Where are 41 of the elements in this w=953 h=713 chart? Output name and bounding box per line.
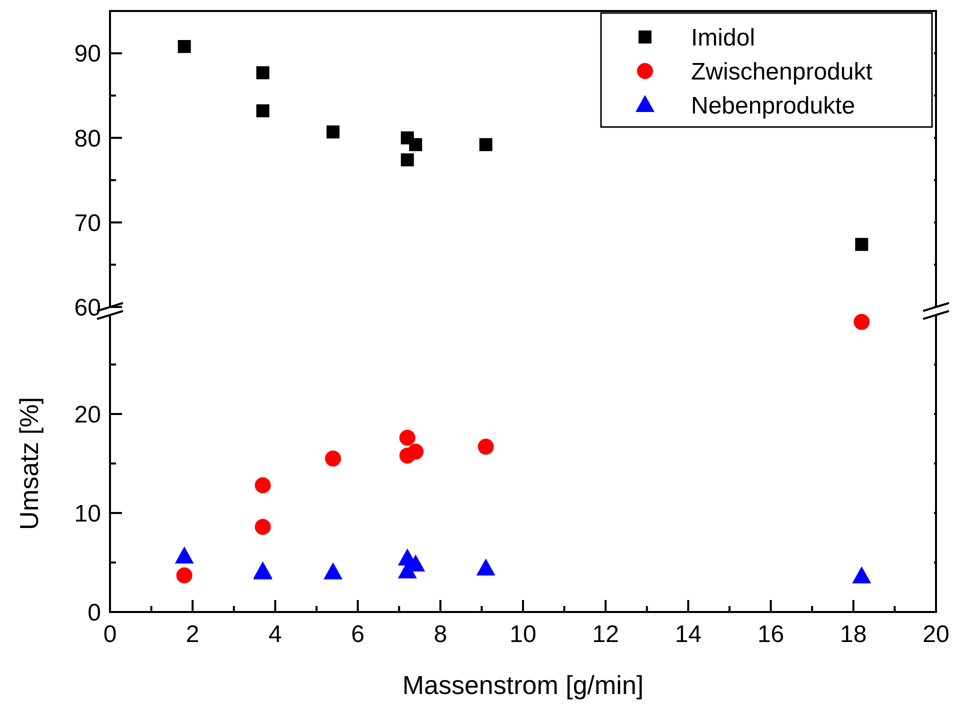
point (256, 66, 270, 80)
x-tick-label: 2 (186, 621, 200, 648)
point (408, 444, 424, 460)
point (324, 562, 343, 580)
x-tick-label: 8 (434, 621, 448, 648)
x-tick-label: 20 (922, 621, 950, 648)
point (176, 567, 192, 584)
point (178, 40, 191, 54)
point (325, 450, 342, 467)
y-tick-label: 20 (74, 401, 101, 428)
y-tick-label: 90 (74, 40, 101, 68)
x-tick-label: 4 (268, 621, 282, 648)
legend-label: Imidol (691, 24, 756, 52)
legend-label: Nebenprodukte (691, 92, 856, 120)
x-tick-label: 12 (592, 621, 619, 648)
point (409, 138, 422, 152)
point (399, 430, 416, 446)
y-tick-label: 0 (88, 599, 101, 626)
point (326, 125, 340, 138)
x-tick-label: 18 (840, 621, 867, 648)
y-tick-label: 70 (74, 210, 101, 237)
y-tick-label: 80 (74, 125, 101, 152)
point (254, 518, 271, 535)
y-axis-title: Umsatz [%] (14, 397, 44, 530)
point (478, 438, 494, 455)
y-tick-label: 60 (74, 294, 101, 322)
y-tick-label: 10 (74, 500, 101, 528)
point (174, 546, 194, 564)
x-tick-label: 14 (674, 621, 702, 648)
x-axis-title: Massenstrom [g/min] (402, 670, 644, 700)
x-tick-label: 10 (510, 621, 536, 648)
point (254, 477, 271, 494)
point (476, 558, 496, 576)
point (855, 238, 868, 251)
x-tick-label: 6 (351, 621, 364, 648)
point (400, 153, 414, 166)
point (479, 138, 492, 152)
x-tick-label: 16 (757, 621, 784, 648)
point (852, 566, 872, 584)
legend-label: Zwischenprodukt (691, 58, 873, 86)
point (256, 104, 270, 118)
